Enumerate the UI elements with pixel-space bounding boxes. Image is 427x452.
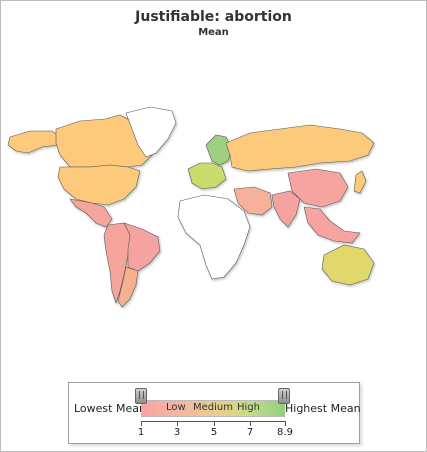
region-argentina[interactable] <box>117 266 139 308</box>
legend-tick-label: 8.9 <box>277 427 293 438</box>
region-middle-east[interactable] <box>233 186 273 216</box>
region-south-asia[interactable] <box>271 190 301 228</box>
legend-min-handle[interactable] <box>135 388 147 404</box>
region-russia[interactable] <box>225 124 375 172</box>
legend-word-high: High <box>237 402 260 413</box>
legend-tick <box>214 421 215 426</box>
region-greenland[interactable] <box>125 106 177 158</box>
legend-tick-label: 3 <box>173 427 181 438</box>
region-africa[interactable] <box>177 194 251 280</box>
region-europe-central[interactable] <box>187 162 227 190</box>
region-mexico[interactable] <box>69 198 113 228</box>
legend-word-low: Low <box>166 402 186 413</box>
region-united-states[interactable] <box>57 164 141 206</box>
region-alaska[interactable] <box>7 130 61 154</box>
map-title: Justifiable: abortion <box>135 9 292 25</box>
legend-word-medium: Medium <box>193 402 233 413</box>
map-subtitle: Mean <box>198 27 229 38</box>
region-japan[interactable] <box>353 170 367 194</box>
region-southeast-asia[interactable] <box>303 206 361 244</box>
legend-highest-label: Highest Mean <box>285 402 361 415</box>
legend-tick-label: 5 <box>210 427 218 438</box>
legend-tick <box>177 421 178 426</box>
legend-lowest-label: Lowest Mean <box>74 402 146 415</box>
region-canada[interactable] <box>55 114 153 168</box>
legend-max-handle[interactable] <box>278 388 290 404</box>
legend-gradient <box>141 400 285 417</box>
legend-tick <box>285 421 286 426</box>
legend-tick-label: 1 <box>137 427 145 438</box>
legend-tick <box>141 421 142 426</box>
world-map <box>7 106 375 308</box>
region-australia[interactable] <box>321 244 375 286</box>
legend-axis <box>141 421 285 422</box>
region-china[interactable] <box>287 168 349 208</box>
region-brazil[interactable] <box>123 222 161 272</box>
legend-tick <box>250 421 251 426</box>
legend-tick-label: 7 <box>246 427 254 438</box>
